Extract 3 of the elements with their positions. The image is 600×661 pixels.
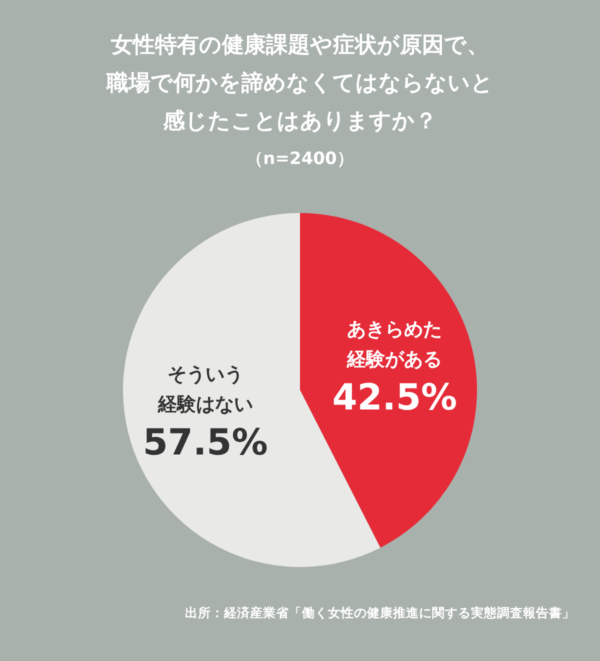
annotation: 出所：経済産業省「働く女性の健康推進に関する実態調査報告書」	[185, 605, 575, 620]
subtitle: （n=2400）	[246, 149, 354, 169]
title: 女性特有の健康課題や症状が原因で、職場で何かを諦めなくてはならないと感じたことはありますか？	[106, 33, 494, 134]
